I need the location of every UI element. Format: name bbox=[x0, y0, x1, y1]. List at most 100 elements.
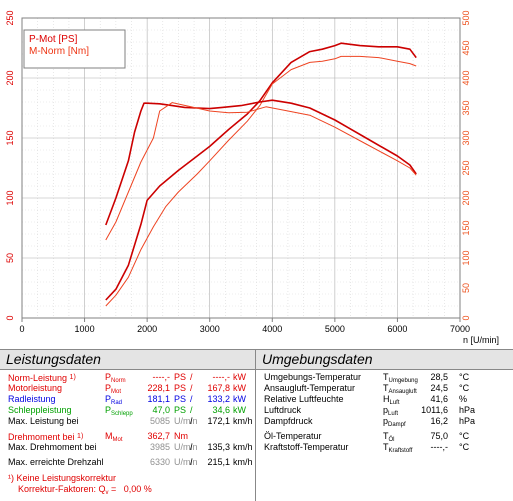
x-tick-label: 1000 bbox=[75, 324, 95, 334]
env-value: ----,- bbox=[430, 442, 449, 452]
x-axis-ticks: 0 1000 2000 3000 4000 5000 6000 7000 bbox=[19, 318, 470, 334]
row-label: Max. Leistung bei bbox=[8, 416, 79, 426]
legend-box bbox=[23, 29, 126, 69]
row-unit-2: km/h bbox=[233, 457, 253, 467]
row-value-1: ----,- bbox=[152, 372, 171, 382]
row-value-2: 167,8 bbox=[207, 383, 230, 393]
env-symbol: HLuft bbox=[383, 394, 400, 406]
row-value-1: 5085 bbox=[149, 416, 170, 426]
env-label: Umgebungs-Temperatur bbox=[264, 372, 362, 382]
row-unit-1: PS bbox=[174, 383, 187, 393]
leistungsdaten-title: Leistungsdaten bbox=[0, 350, 255, 370]
env-value: 75,0 bbox=[430, 431, 448, 441]
y-axis-left-ticks: 0 50 100 150 200 250 bbox=[5, 10, 15, 320]
row-sep: / bbox=[190, 457, 193, 467]
umgebungsdaten-panel: Umgebungsdaten Umgebungs-Temperatur TUmg… bbox=[256, 349, 513, 501]
env-value: 28,5 bbox=[430, 372, 448, 382]
y-right-tick-label: 250 bbox=[461, 160, 471, 175]
row-value-1: 228,1 bbox=[147, 383, 170, 393]
row-unit-2: kW bbox=[233, 405, 246, 415]
env-symbol: TÖl bbox=[383, 431, 395, 443]
env-value: 1011,6 bbox=[421, 405, 448, 415]
row-symbol: MMot bbox=[105, 431, 123, 443]
row-unit-1: U/min bbox=[174, 457, 198, 467]
chart-grid bbox=[22, 18, 460, 318]
plot-frame bbox=[21, 17, 461, 319]
legend-entry: M-Norm [Nm] bbox=[29, 46, 89, 57]
row-note: 1) bbox=[69, 374, 76, 381]
row-sep: / bbox=[190, 394, 193, 404]
env-label: Dampfdruck bbox=[264, 416, 313, 426]
row-unit-2: km/h bbox=[233, 416, 253, 426]
row-value-2: 172,1 bbox=[207, 416, 230, 426]
row-symbol: PSchlepp bbox=[105, 405, 133, 417]
umgebungsdaten-title: Umgebungsdaten bbox=[256, 350, 513, 370]
env-unit: °C bbox=[459, 431, 470, 441]
env-unit: % bbox=[459, 394, 468, 404]
y-left-tick-label: 50 bbox=[5, 253, 15, 263]
y-right-tick-label: 200 bbox=[461, 190, 471, 205]
row-note: 1) bbox=[77, 433, 84, 440]
y-right-tick-label: 50 bbox=[461, 283, 471, 293]
y-left-tick-label: 150 bbox=[5, 130, 15, 145]
series-line bbox=[105, 99, 417, 226]
env-label: Luftdruck bbox=[264, 405, 302, 415]
row-unit-1: Nm bbox=[174, 431, 188, 441]
env-symbol: TUmgebung bbox=[383, 372, 418, 384]
env-label: Ansaugluft-Temperatur bbox=[264, 383, 356, 393]
x-tick-label: 6000 bbox=[387, 324, 407, 334]
row-value-1: 181,1 bbox=[147, 394, 170, 404]
row-unit-1: PS bbox=[174, 372, 187, 382]
env-symbol: TAnsaugluft bbox=[383, 383, 417, 395]
legend: P-Mot [PS] M-Norm [Nm] bbox=[23, 29, 126, 69]
env-symbol: TKraftstoff bbox=[383, 442, 413, 454]
y-right-tick-label: 0 bbox=[461, 315, 471, 320]
series-layer bbox=[105, 42, 417, 307]
row-unit-1: PS bbox=[174, 405, 187, 415]
y-right-tick-label: 400 bbox=[461, 70, 471, 85]
env-label: Öl-Temperatur bbox=[264, 431, 322, 441]
env-label: Relative Luftfeuchte bbox=[264, 394, 344, 404]
dyno-chart: 0 1000 2000 3000 4000 5000 6000 7000 0501001502… bbox=[5, 10, 499, 345]
row-value-1: 362,7 bbox=[147, 431, 170, 441]
y-right-tick-label: 300 bbox=[461, 130, 471, 145]
row-sep: / bbox=[190, 416, 193, 426]
row-value-2: 133,2 bbox=[207, 394, 230, 404]
x-tick-label: 0 bbox=[19, 324, 24, 334]
env-symbol: pDampf bbox=[383, 416, 406, 428]
y-left-tick-label: 200 bbox=[5, 70, 15, 85]
row-symbol: PMot bbox=[105, 383, 122, 395]
x-axis-label: n [U/min] bbox=[463, 335, 499, 345]
row-value-1: 47,0 bbox=[152, 405, 170, 415]
env-value: 16,2 bbox=[430, 416, 448, 426]
env-unit: hPa bbox=[459, 416, 476, 426]
env-value: 41,6 bbox=[430, 394, 448, 404]
env-label: Kraftstoff-Temperatur bbox=[264, 442, 349, 452]
env-unit: °C bbox=[459, 383, 470, 393]
y-right-tick-label: 500 bbox=[461, 10, 471, 25]
row-unit-2: kW bbox=[233, 394, 246, 404]
x-tick-label: 2000 bbox=[137, 324, 157, 334]
row-sep: / bbox=[190, 405, 193, 415]
row-label: Norm-Leistung bbox=[8, 373, 68, 383]
x-tick-label: 3000 bbox=[200, 324, 220, 334]
row-label: Motorleistung bbox=[8, 383, 63, 393]
y-right-tick-label: 100 bbox=[461, 250, 471, 265]
y-left-tick-label: 250 bbox=[5, 10, 15, 25]
row-label: Max. erreichte Drehzahl bbox=[8, 457, 104, 467]
x-tick-label: 5000 bbox=[325, 324, 345, 334]
leistungsdaten-panel: Leistungsdaten Norm-Leistung 1) PNorm --… bbox=[0, 349, 256, 501]
series-line bbox=[105, 102, 417, 241]
row-value-1: 6330 bbox=[149, 457, 170, 467]
row-label: Drehmoment bei bbox=[8, 432, 75, 442]
row-sep: / bbox=[190, 372, 193, 382]
series-line bbox=[105, 42, 417, 301]
row-unit-1: U/min bbox=[174, 416, 198, 426]
legend-entry: P-Mot [PS] bbox=[29, 34, 78, 45]
x-tick-label: 7000 bbox=[450, 324, 470, 334]
row-unit-2: km/h bbox=[233, 442, 253, 452]
y-axis-right-ticks: 0 50 100 150 200 250 300 350 400 450 500 bbox=[461, 10, 471, 320]
row-symbol: PRad bbox=[105, 394, 123, 406]
row-value-2: 135,3 bbox=[207, 442, 230, 452]
row-label: Max. Drehmoment bei bbox=[8, 442, 97, 452]
